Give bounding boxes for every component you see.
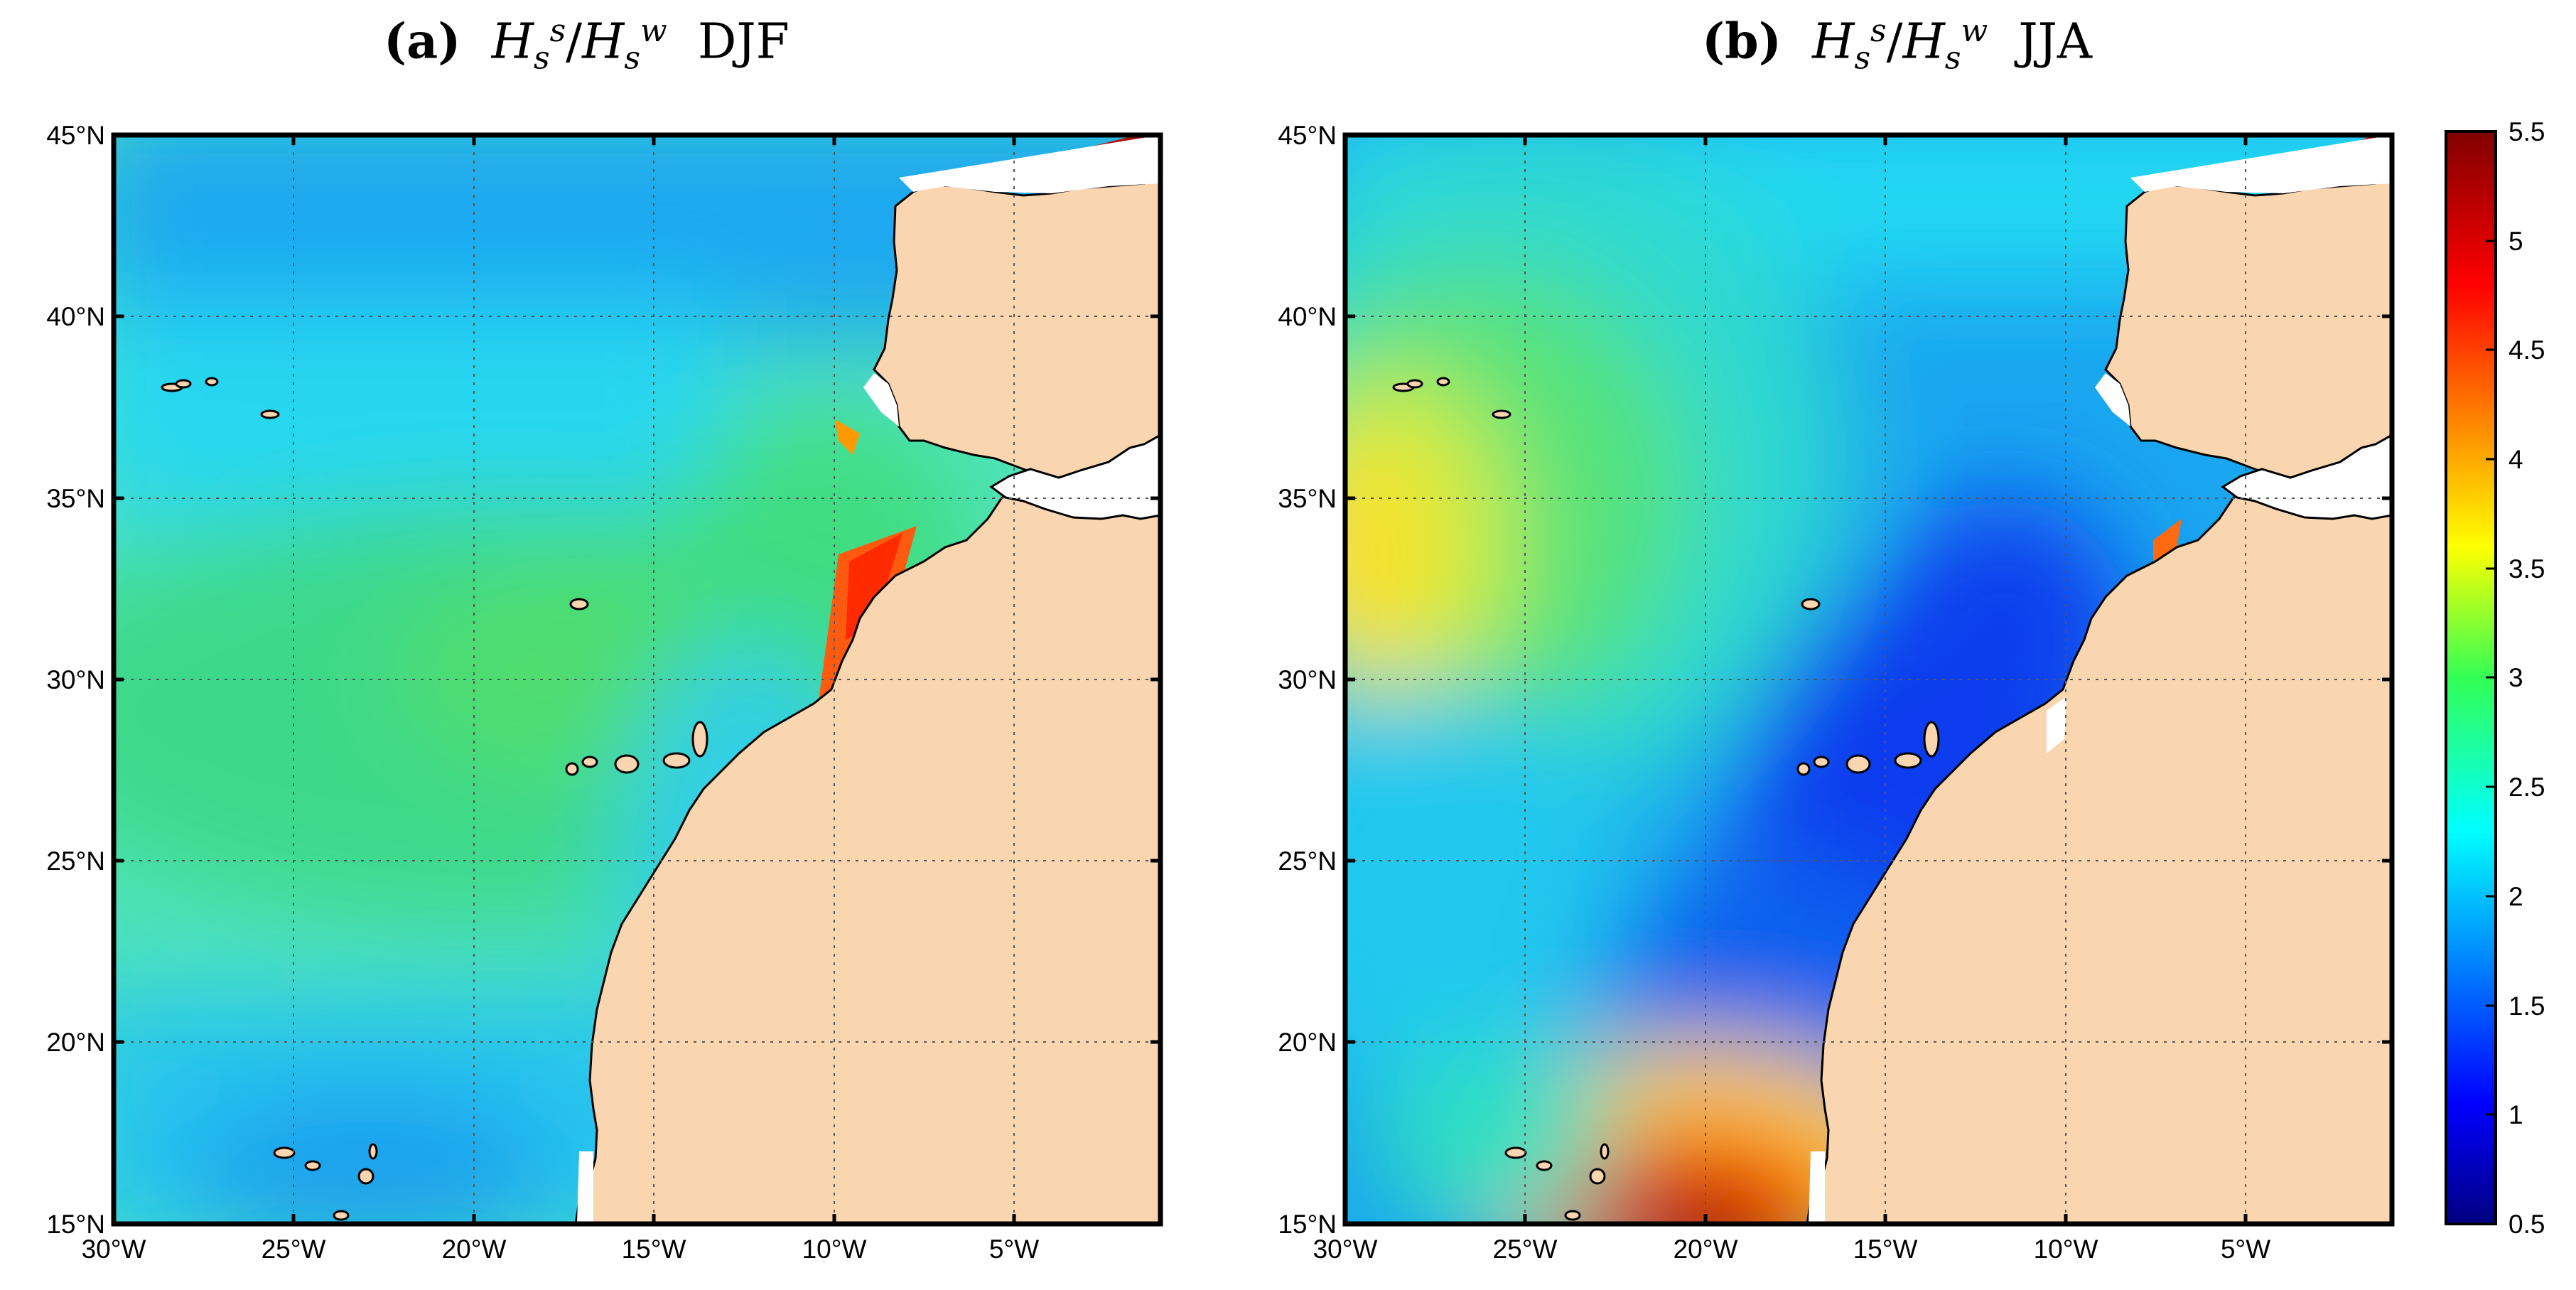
panel-a-lat-label: 20°N [46,1028,105,1057]
panel-b-lon-label: 15°W [1853,1235,1918,1264]
colorbar: 5.5 5 4.5 4 3.5 3 2.5 2 1.5 1 0.5 [2445,117,2545,1239]
colorbar-tick-label: 3 [2508,663,2523,692]
panel-a-lon-label: 5°W [989,1235,1039,1264]
panel-a-lon-label: 20°W [442,1235,507,1264]
panel-b-lat-label: 30°N [1278,665,1337,694]
panel-b-lon-label: 10°W [2034,1235,2098,1264]
panel-a-lon-label: 15°W [622,1235,686,1264]
panel-a-lon-label: 30°W [82,1235,146,1264]
panel-b-lat-label: 20°N [1278,1028,1337,1057]
panel-b-lat-label: 35°N [1278,484,1337,513]
colorbar-tick-label: 4 [2508,445,2523,474]
colorbar-tick-label: 4.5 [2508,335,2545,365]
panel-b-field [1345,135,2392,1224]
panel-a-land [873,176,1160,479]
panel-b-lon-label: 25°W [1493,1235,1558,1264]
panel-b-islands [1392,377,1940,1221]
panel-b: 30°W 25°W 20°W 15°W 10°W 5°W 45°N 40°N 3… [1278,121,2395,1264]
panel-b-lon-label: 20°W [1674,1235,1738,1264]
colorbar-tick-label: 2.5 [2508,773,2545,802]
panel-b-lat-label: 15°N [1278,1210,1337,1239]
colorbar-tick-label: 0.5 [2508,1210,2545,1239]
colorbar-tick-label: 5 [2508,227,2523,256]
panel-a-lat-label: 25°N [46,846,105,876]
panel-a-lat-label: 30°N [46,665,105,694]
panel-b-lon-label: 5°W [2221,1235,2270,1264]
panel-a-grid [114,135,1160,1224]
panel-a-lat-label: 45°N [46,121,105,150]
panel-b-land [2104,176,2392,479]
panel-a-lat-label: 40°N [46,302,105,331]
panel-a-lat-label: 35°N [46,484,105,513]
panel-b-grid [1345,135,2392,1224]
panel-a-lat-label: 15°N [46,1210,105,1239]
panel-a-lon-label: 10°W [802,1235,867,1264]
panel-b-title: (b) Hss/Hsw JJA [1702,13,2093,77]
panel-b-lat-label: 45°N [1278,121,1337,150]
panel-a-field [114,135,1160,1224]
colorbar-tick-label: 1.5 [2508,991,2545,1021]
panel-a-islands [161,377,708,1221]
colorbar-tick-label: 1 [2508,1100,2523,1129]
colorbar-tick-label: 2 [2508,882,2523,911]
panel-b-lon-label: 30°W [1313,1235,1378,1264]
colorbar-tick-label: 5.5 [2508,117,2545,146]
panel-a: 30°W 25°W 20°W 15°W 10°W 5°W 45°N 40°N 3… [46,121,1163,1264]
panel-a-title: (a) Hss/Hsw DJF [384,13,789,77]
panel-a-lon-label: 25°W [262,1235,326,1264]
colorbar-tick-label: 3.5 [2508,554,2545,584]
panel-b-lat-label: 25°N [1278,846,1337,876]
panel-b-lat-label: 40°N [1278,302,1337,331]
